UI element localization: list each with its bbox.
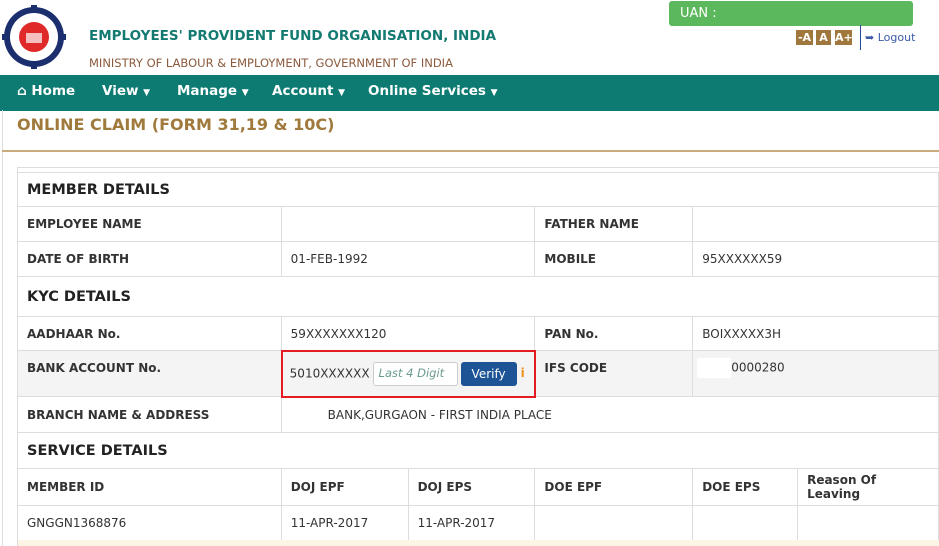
mobile-label: MOBILE [534, 241, 694, 277]
pan-label: PAN No. [534, 316, 694, 351]
highlight-box [281, 350, 536, 398]
nav-account[interactable]: Account ▼ [272, 83, 345, 99]
uan-bar: UAN : [669, 1, 913, 26]
table-row: GNGGN1368876 11-APR-2017 11-APR-2017 [17, 505, 939, 541]
dob-value: 01-FEB-1992 [280, 241, 536, 277]
caret-down-icon: ▼ [490, 88, 498, 98]
ifsc-cell: 0000280 [692, 350, 939, 397]
main-nav: ⌂ Home View ▼ Manage ▼ Account ▼ Online … [0, 75, 939, 111]
branch-label: BRANCH NAME & ADDRESS [17, 396, 282, 433]
nav-home-label: Home [31, 83, 76, 99]
nav-online-services[interactable]: Online Services ▼ [368, 83, 498, 99]
doe-eps-cell [692, 505, 799, 541]
father-name-label: FATHER NAME [534, 206, 694, 242]
doj-eps-cell: 11-APR-2017 [407, 505, 536, 541]
column-header: DOJ EPS [407, 468, 536, 506]
epfo-logo [2, 5, 66, 69]
dob-label: DATE OF BIRTH [17, 241, 282, 277]
ifsc-value: 0000280 [731, 360, 785, 375]
nav-manage[interactable]: Manage ▼ [177, 83, 249, 99]
column-header: DOE EPF [534, 468, 694, 506]
aadhaar-value: 59XXXXXXX120 [280, 316, 536, 351]
pan-value: BOIXXXXX3H [692, 316, 939, 351]
font-normal-button[interactable]: A [816, 30, 831, 45]
font-increase-button[interactable]: A+ [835, 30, 853, 45]
ministry-name: MINISTRY OF LABOUR & EMPLOYMENT, GOVERNM… [89, 56, 453, 70]
title-underline [2, 150, 939, 152]
member-id-cell: GNGGN1368876 [17, 505, 282, 541]
doj-epf-cell: 11-APR-2017 [280, 505, 409, 541]
info-icon[interactable]: i [520, 366, 525, 380]
logout-icon: ➥ [865, 31, 875, 44]
service-details-heading: SERVICE DETAILS [17, 432, 939, 469]
doe-epf-cell [534, 505, 694, 541]
nav-online-services-label: Online Services [368, 83, 486, 99]
column-header: MEMBER ID [17, 468, 282, 506]
table-header-row: MEMBER ID DOJ EPF DOJ EPS DOE EPF DOE EPS Rea… [17, 468, 939, 506]
aadhaar-label: AADHAAR No. [17, 316, 282, 351]
nav-home[interactable]: ⌂ Home [17, 83, 75, 99]
content-border [2, 110, 3, 546]
bank-account-label: BANK ACCOUNT No. [17, 350, 282, 397]
column-header: DOJ EPF [280, 468, 409, 506]
branch-value: BANK,GURGAON - FIRST INDIA PLACE [280, 396, 939, 433]
employee-name-label: EMPLOYEE NAME [17, 206, 282, 242]
father-name-value [692, 206, 939, 242]
last-4-digit-input[interactable]: Last 4 Digit [372, 361, 458, 386]
redaction [697, 358, 732, 378]
member-kyc-table: MEMBER DETAILS EMPLOYEE NAME FATHER NAME … [17, 172, 939, 469]
verify-button[interactable]: Verify [460, 361, 517, 386]
nav-view-label: View [102, 83, 139, 99]
member-details-heading: MEMBER DETAILS [17, 172, 939, 207]
divider [860, 25, 861, 50]
reason-cell [797, 505, 939, 541]
column-header: DOE EPS [692, 468, 799, 506]
page-title: ONLINE CLAIM (FORM 31,19 & 10C) [17, 115, 335, 134]
next-row [18, 540, 939, 546]
font-decrease-button[interactable]: -A [796, 30, 813, 45]
logout-link[interactable]: ➥ Logout [865, 31, 915, 44]
mobile-value: 95XXXXXX59 [692, 241, 939, 277]
service-table: MEMBER ID DOJ EPF DOJ EPS DOE EPF DOE EPS Rea… [17, 468, 939, 541]
home-icon: ⌂ [17, 83, 27, 99]
caret-down-icon: ▼ [338, 88, 346, 98]
employee-name-value [280, 206, 536, 242]
bank-account-value: 5010XXXXXX [289, 366, 370, 380]
caret-down-icon: ▼ [241, 88, 249, 98]
column-header: Reason Of Leaving [797, 468, 939, 506]
nav-account-label: Account [272, 83, 334, 99]
org-name: EMPLOYEES' PROVIDENT FUND ORGANISATION, … [89, 28, 497, 44]
nav-manage-label: Manage [177, 83, 238, 99]
ifsc-label: IFS CODE [534, 350, 694, 397]
nav-view[interactable]: View ▼ [102, 83, 150, 99]
kyc-details-heading: KYC DETAILS [17, 276, 939, 317]
caret-down-icon: ▼ [143, 88, 151, 98]
logout-label: Logout [877, 31, 916, 44]
bank-account-cell: 5010XXXXXX Last 4 Digit Verify i [280, 350, 536, 397]
